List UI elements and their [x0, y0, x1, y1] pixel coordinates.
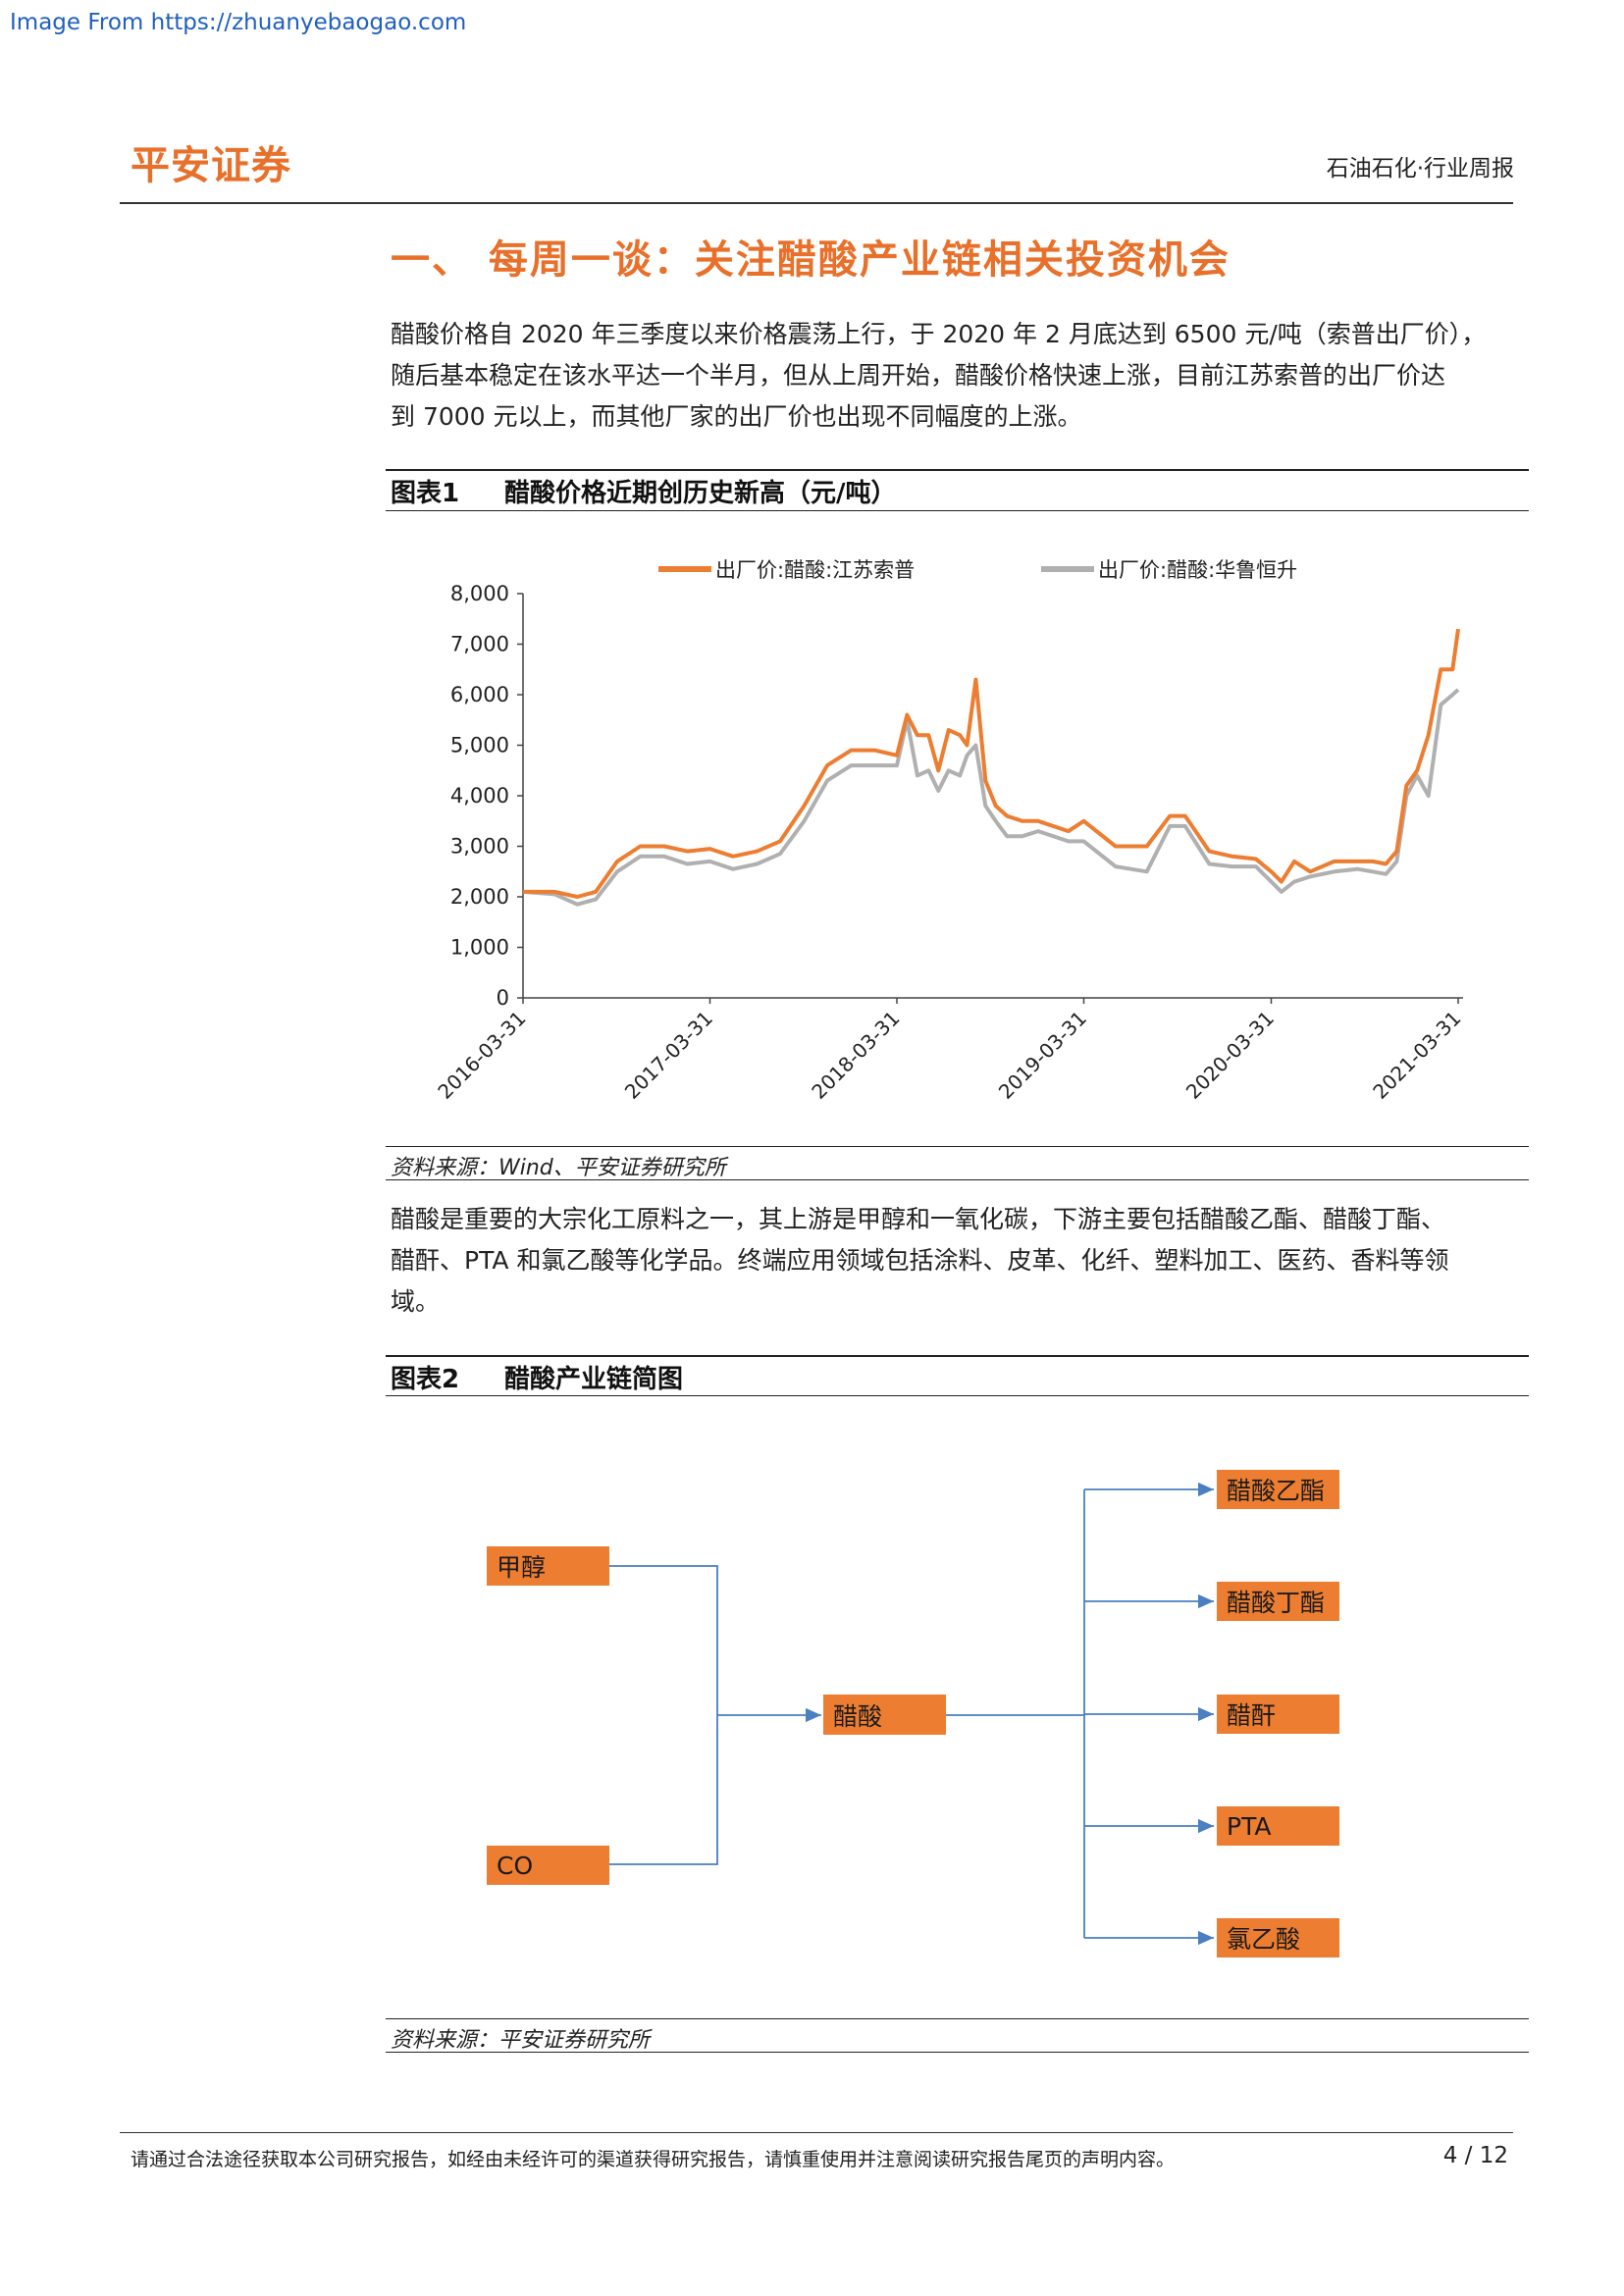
y-tick-label: 1,000: [450, 936, 509, 960]
paragraph-line: 醋酐、PTA 和氯乙酸等化学品。终端应用领域包括涂料、皮革、化纤、塑料加工、医药…: [391, 1246, 1449, 1275]
figure2-title-rule: [386, 1395, 1529, 1396]
node-ethyl-acetate: 醋酸乙酯: [1217, 1470, 1339, 1509]
node-methanol: 甲醇: [487, 1546, 609, 1586]
figure1-title-rule: [386, 510, 1529, 511]
node-pta: PTA: [1217, 1806, 1339, 1846]
figure1-source-rule: [386, 1146, 1529, 1147]
figure1-source: 资料来源：Wind、平安证券研究所: [391, 1156, 726, 1180]
figure1-title: 图表1 醋酸价格近期创历史新高（元/吨）: [391, 473, 897, 509]
y-tick-label: 5,000: [450, 734, 509, 757]
y-tick-label: 4,000: [450, 784, 509, 808]
y-tick-label: 8,000: [450, 582, 509, 605]
y-tick-label: 6,000: [450, 683, 509, 706]
page-number: 4 / 12: [1442, 2143, 1508, 2168]
source-watermark[interactable]: Image From https://zhuanyebaogao.com: [10, 10, 467, 35]
header-rule: [120, 202, 1513, 204]
y-tick-label: 2,000: [450, 885, 509, 909]
paragraph-line: 醋酸是重要的大宗化工原料之一，其上游是甲醇和一氧化碳，下游主要包括醋酸乙酯、醋酸…: [391, 1205, 1446, 1233]
figure1-bottom-rule: [386, 1179, 1529, 1180]
y-tick-label: 7,000: [450, 633, 509, 656]
paragraph-line: 醋酸价格自 2020 年三季度以来价格震荡上行，于 2020 年 2 月底达到 …: [391, 320, 1487, 348]
figure1-caption: 醋酸价格近期创历史新高（元/吨）: [504, 479, 897, 508]
report-category: 石油石化·行业周报: [1326, 156, 1514, 182]
figure2-title: 图表2 醋酸产业链简图: [391, 1359, 683, 1395]
input-merge-line: [609, 1565, 718, 1865]
figure1-top-rule: [386, 469, 1529, 471]
legend-label-suopu: 出厂价:醋酸:江苏索普: [715, 558, 915, 582]
node-acetic-acid: 醋酸: [823, 1695, 946, 1735]
node-chloroacetic-acid: 氯乙酸: [1217, 1918, 1339, 1957]
figure2-source-rule: [386, 2018, 1529, 2019]
series-line-hualu: [522, 688, 1460, 907]
paragraph-1: 醋酸价格自 2020 年三季度以来价格震荡上行，于 2020 年 2 月底达到 …: [391, 314, 1529, 438]
footer-disclaimer: 请通过合法途径获取本公司研究报告，如经由未经许可的渠道获得研究报告，请慎重使用并…: [131, 2149, 1176, 2170]
section-title: 一、 每周一谈：关注醋酸产业链相关投资机会: [391, 237, 1231, 283]
node-acetic-anhydride: 醋酐: [1217, 1695, 1339, 1734]
node-butyl-acetate: 醋酸丁酯: [1217, 1582, 1339, 1621]
figure2-caption: 醋酸产业链简图: [504, 1365, 684, 1394]
paragraph-line: 到 7000 元以上，而其他厂家的出厂价也出现不同幅度的上涨。: [391, 402, 1082, 431]
legend-label-hualu: 出厂价:醋酸:华鲁恒升: [1098, 558, 1297, 582]
y-tick-label: 0: [497, 986, 509, 1010]
paragraph-line: 随后基本稳定在该水平达一个半月，但从上周开始，醋酸价格快速上涨，目前江苏索普的出…: [391, 361, 1446, 390]
company-logo: 平安证券: [131, 143, 291, 188]
series-line-suopu: [523, 628, 1460, 899]
y-tick-label: 3,000: [450, 835, 509, 859]
figure2-bottom-rule: [386, 2052, 1529, 2053]
figure2-number: 图表2: [391, 1365, 460, 1394]
node-co: CO: [487, 1846, 609, 1885]
acetic-acid-price-chart: 出厂价:醋酸:江苏索普 出厂价:醋酸:华鲁恒升 8,000 7,000 6,000 5…: [433, 558, 1465, 1104]
figure2-top-rule: [386, 1355, 1529, 1357]
figure2-source: 资料来源：平安证券研究所: [391, 2028, 651, 2053]
paragraph-2: 醋酸是重要的大宗化工原料之一，其上游是甲醇和一氧化碳，下游主要包括醋酸乙酯、醋酸…: [391, 1199, 1529, 1323]
figure1-number: 图表1: [391, 479, 460, 508]
paragraph-line: 域。: [391, 1287, 441, 1316]
footer-rule: [120, 2132, 1513, 2133]
